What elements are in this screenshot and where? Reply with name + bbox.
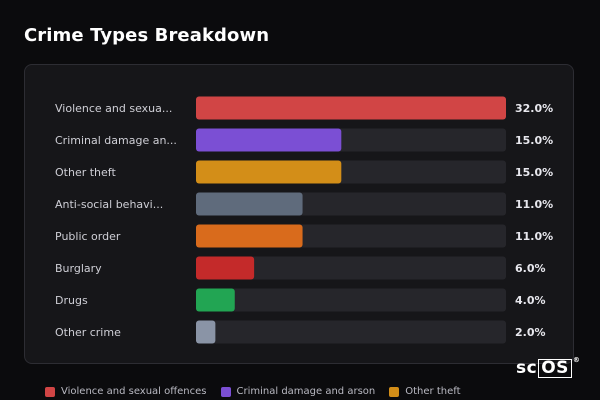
bar[interactable] xyxy=(196,96,506,120)
value-label: 15.0% xyxy=(515,166,553,179)
legend-item[interactable]: Violence and sexual offences xyxy=(45,386,207,397)
bar[interactable] xyxy=(196,224,303,248)
logo-registered-mark: ® xyxy=(572,356,581,364)
chart-legend: Violence and sexual offences Criminal dam… xyxy=(45,386,461,397)
category-label: Other crime xyxy=(55,326,121,339)
value-label: 11.0% xyxy=(515,230,553,243)
legend-label: Other theft xyxy=(405,386,461,397)
category-label: Criminal damage an... xyxy=(55,134,177,147)
category-label: Anti-social behavi... xyxy=(55,198,163,211)
legend-item[interactable]: Other theft xyxy=(389,386,461,397)
scos-logo: sc OS ® xyxy=(516,356,581,378)
value-label: 32.0% xyxy=(515,102,553,115)
category-label: Drugs xyxy=(55,294,88,307)
category-label: Burglary xyxy=(55,262,102,275)
category-label: Violence and sexua... xyxy=(55,102,172,115)
legend-label: Criminal damage and arson xyxy=(236,386,376,397)
bar[interactable] xyxy=(196,192,303,216)
bar[interactable] xyxy=(196,160,342,184)
value-label: 11.0% xyxy=(515,198,553,211)
chart-panel: Violence and sexua... 32.0% Criminal damag… xyxy=(24,64,574,364)
legend-swatch xyxy=(389,386,400,397)
value-label: 6.0% xyxy=(515,262,546,275)
logo-prefix: sc xyxy=(516,358,538,378)
legend-swatch xyxy=(220,386,231,397)
legend-swatch xyxy=(45,386,55,397)
bar-track xyxy=(196,320,506,344)
legend-label: Violence and sexual offences xyxy=(61,386,207,397)
value-label: 2.0% xyxy=(515,326,546,339)
category-label: Public order xyxy=(55,230,121,243)
bar[interactable] xyxy=(196,128,342,152)
bar-track xyxy=(196,288,506,312)
logo-boxed: OS xyxy=(538,358,572,378)
bar-chart: Violence and sexua... 32.0% Criminal damag… xyxy=(55,96,553,344)
bar-track xyxy=(196,256,506,280)
bar[interactable] xyxy=(196,320,216,344)
chart-title: Crime Types Breakdown xyxy=(24,25,270,46)
category-label: Other theft xyxy=(55,166,116,179)
value-label: 15.0% xyxy=(515,134,553,147)
bar[interactable] xyxy=(196,288,235,312)
value-label: 4.0% xyxy=(515,294,546,307)
bar[interactable] xyxy=(196,256,255,280)
legend-item[interactable]: Criminal damage and arson xyxy=(220,386,376,397)
